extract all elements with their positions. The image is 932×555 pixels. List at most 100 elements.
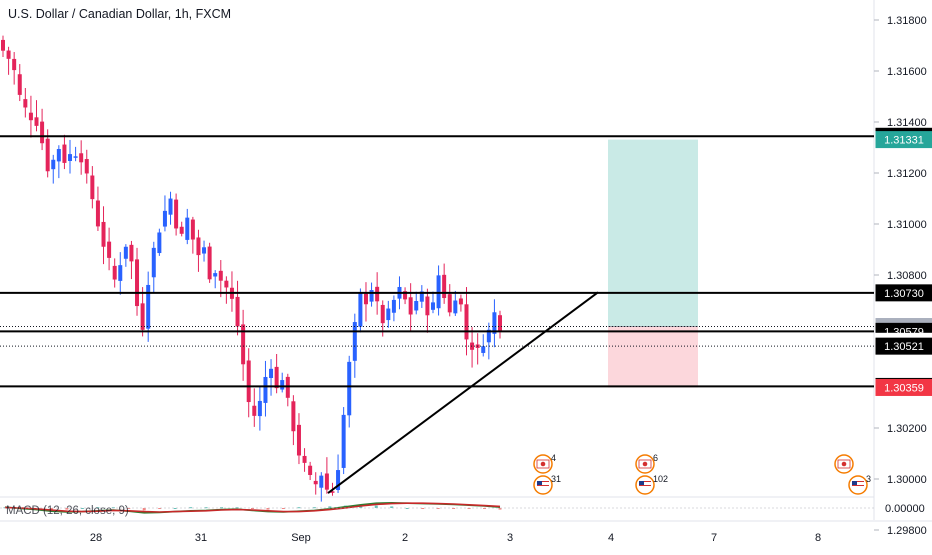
candle-up <box>386 308 391 321</box>
macd-histogram-bar <box>251 508 254 509</box>
candle-up <box>481 346 486 353</box>
price-label-text: 1.30521 <box>884 341 924 353</box>
candle-up <box>358 292 363 327</box>
macd-histogram-bar <box>173 508 177 509</box>
y-tick-label: 1.31600 <box>887 66 927 78</box>
macd-histogram-bar <box>312 507 316 509</box>
candle-down <box>196 237 201 256</box>
candle-up <box>202 247 207 254</box>
macd-histogram-bar <box>483 508 487 509</box>
candle-down <box>90 175 95 200</box>
macd-histogram-bar <box>127 508 131 509</box>
candle-down <box>140 303 145 330</box>
candle-down <box>17 74 22 95</box>
candle-up <box>123 246 128 259</box>
y-tick-label: 1.29800 <box>887 525 927 537</box>
candle-down <box>313 480 318 485</box>
candle-down <box>79 153 84 163</box>
candle-down <box>45 138 50 172</box>
candle-up <box>419 291 424 302</box>
x-tick-label: Sep <box>291 532 311 544</box>
candle-up <box>352 322 357 361</box>
us-flag-stripe <box>852 485 864 486</box>
macd-histogram-bar <box>498 508 502 510</box>
candle-up <box>73 156 78 158</box>
candle-down <box>408 297 413 315</box>
us-flag-stripe <box>639 481 651 482</box>
candle-down <box>6 50 11 59</box>
candle-up <box>347 361 352 416</box>
candle-down <box>274 366 279 389</box>
candle-down <box>101 221 106 247</box>
candle-down <box>470 342 475 350</box>
macd-histogram-bar <box>204 507 208 509</box>
candle-up <box>391 299 396 313</box>
us-flag-stripe <box>852 481 864 482</box>
candle-down <box>207 246 212 280</box>
y-tick-label: 1.31400 <box>887 117 927 129</box>
candle-down <box>380 304 385 324</box>
macd-histogram-bar <box>452 508 456 509</box>
macd-histogram-bar <box>80 508 84 509</box>
candle-down <box>28 112 33 121</box>
candle-up <box>369 290 374 302</box>
candle-up <box>280 380 285 390</box>
us-flag-stripe <box>639 487 651 488</box>
candle-up <box>336 470 341 491</box>
candle-down <box>308 465 313 475</box>
price-label-text: 1.30359 <box>884 382 924 394</box>
price-label-box <box>875 131 932 149</box>
candle-up <box>319 475 324 488</box>
macd-histogram-bar <box>421 508 425 509</box>
candle-down <box>34 117 39 126</box>
us-flag-stripe <box>639 483 651 484</box>
candle-down <box>447 294 452 313</box>
y-tick-label: 1.31800 <box>887 15 927 27</box>
macd-signal-line <box>4 502 501 513</box>
macd-histogram-bar <box>390 506 394 508</box>
us-flag-stripe <box>537 487 549 488</box>
candle-down <box>179 226 184 234</box>
candle-down <box>23 99 28 108</box>
macd-value-label: 0.00000 <box>885 503 925 515</box>
candle-down <box>62 144 67 163</box>
candle-down <box>190 219 195 240</box>
candle-up <box>51 159 56 170</box>
macd-histogram-bar <box>281 508 285 509</box>
candle-down <box>403 291 408 300</box>
stop-loss-zone <box>608 326 698 388</box>
us-flag-stripe <box>537 485 549 486</box>
trendline <box>327 291 599 494</box>
candle-up <box>341 414 346 468</box>
candle-down <box>129 244 134 262</box>
candle-up <box>151 247 156 278</box>
us-flag-canton <box>639 481 644 485</box>
maple-leaf-mark <box>841 461 847 467</box>
candle-up <box>430 302 435 310</box>
price-label-box <box>875 337 932 355</box>
maple-leaf-mark <box>642 461 648 467</box>
candle-down <box>296 424 301 456</box>
candle-up <box>486 329 491 343</box>
candle-up <box>213 273 218 277</box>
macd-indicator-label: MACD (12, 26, close, 9) <box>6 505 129 517</box>
event-count: 102 <box>653 474 668 484</box>
macd-histogram-bar <box>142 508 146 511</box>
y-tick-label: 1.31000 <box>887 219 927 231</box>
candle-up <box>492 312 497 334</box>
chart-title: U.S. Dollar / Canadian Dollar, 1h, FXCM <box>8 7 232 21</box>
candle-down <box>174 199 179 229</box>
candle-down <box>84 159 89 174</box>
event-count: 31 <box>551 474 561 484</box>
macd-histogram-bar <box>189 507 193 509</box>
y-tick-label: 1.30000 <box>887 474 927 486</box>
x-tick-label: 28 <box>90 532 102 544</box>
candle-up <box>185 217 190 240</box>
candle-down <box>464 304 469 340</box>
us-flag-stripe <box>537 483 549 484</box>
candle-up <box>56 149 61 162</box>
us-flag-stripe <box>537 481 549 482</box>
macd-histogram-bar <box>467 508 471 509</box>
